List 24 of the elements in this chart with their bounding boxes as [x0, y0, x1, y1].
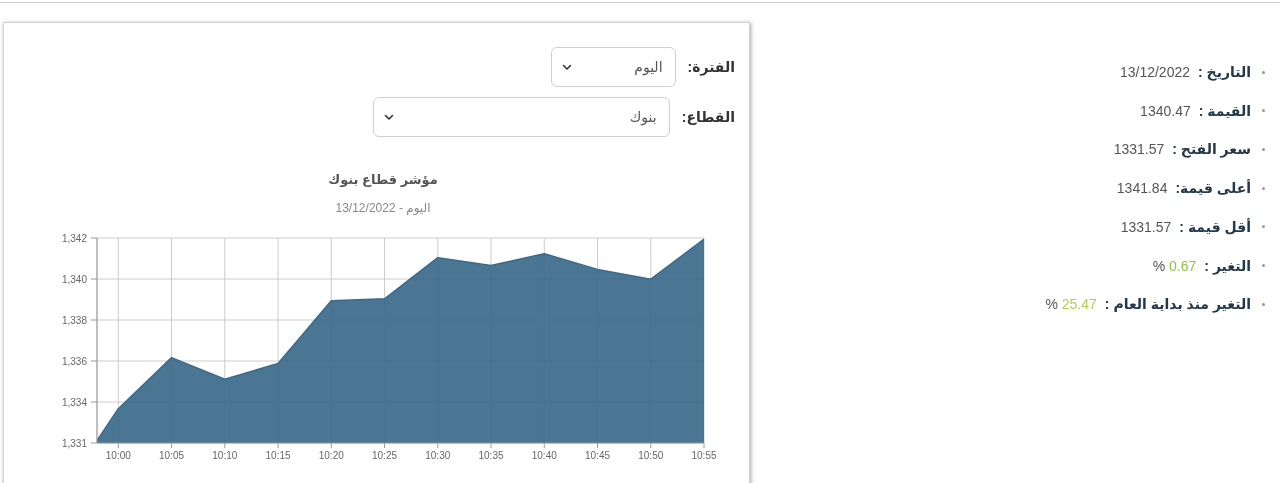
chart-subtitle: اليوم - 13/12/2022: [334, 200, 432, 217]
y-tick-label: 1,342: [61, 232, 88, 244]
x-tick-label: 10:45: [584, 450, 611, 462]
x-tick-label: 10:55: [691, 450, 717, 462]
x-tick-label: 10:10: [212, 450, 238, 462]
x-tick-label: 10:15: [265, 450, 291, 462]
x-tick-label: 10:35: [478, 450, 504, 462]
y-tick-label: 1,338: [61, 314, 88, 326]
dropdown-field: بنوك: [372, 97, 670, 137]
x-tick-label: 10:30: [425, 450, 451, 462]
x-tick-label: 10:25: [372, 450, 398, 462]
x-tick-label: 10:20: [318, 450, 345, 462]
text: القطاع:: [681, 109, 735, 125]
x-tick-label: 10:50: [638, 450, 664, 462]
text: الفترة:: [687, 59, 735, 75]
dropdown-field: اليوم: [550, 47, 676, 87]
y-tick-label: 1,336: [61, 355, 88, 367]
x-tick-label: 10:00: [105, 450, 132, 462]
y-tick-label: 1,340: [61, 273, 88, 285]
x-tick-label: 10:40: [531, 450, 558, 462]
chart-title: مؤشر قطاع بنوك: [327, 171, 439, 189]
y-tick-label: 1,334: [61, 396, 88, 408]
x-tick-label: 10:05: [159, 450, 185, 462]
y-tick-label: 1,331: [61, 437, 88, 449]
